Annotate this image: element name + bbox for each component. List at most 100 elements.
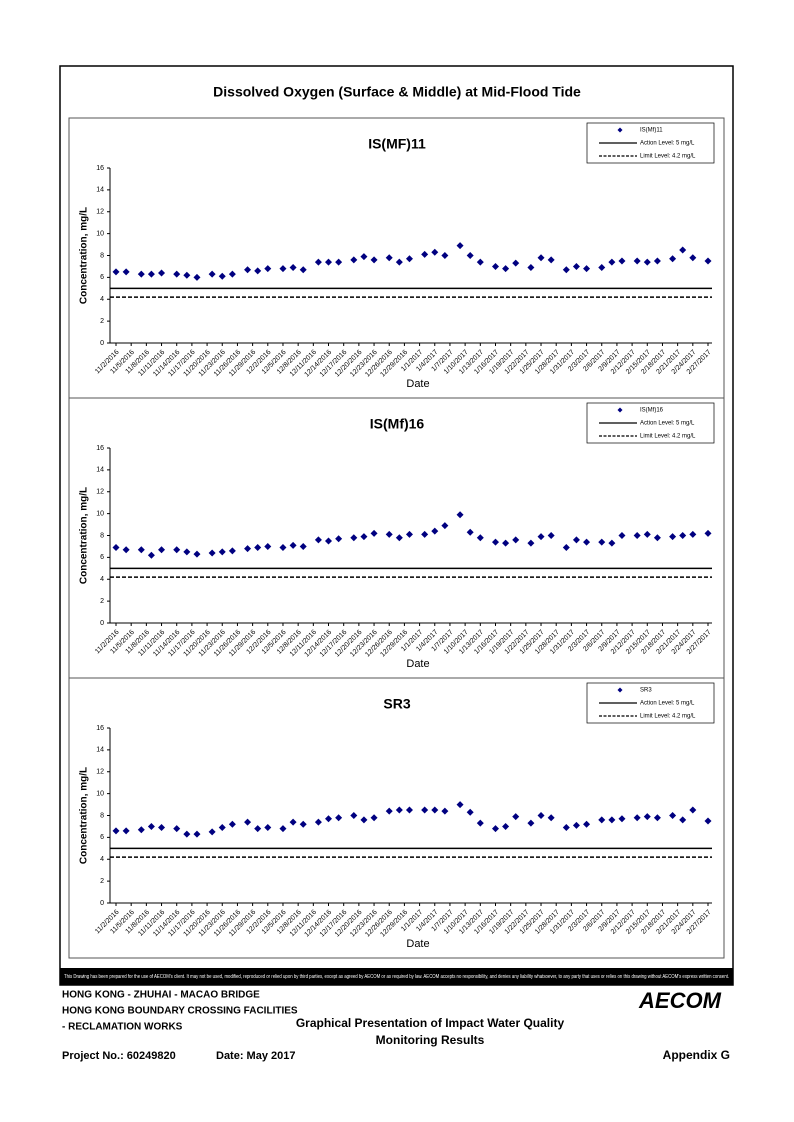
data-point	[314, 258, 322, 266]
data-point	[583, 538, 591, 546]
y-tick-label: 2	[100, 598, 104, 605]
y-tick-label: 16	[96, 725, 104, 732]
description: Graphical Presentation of Impact Water Q…	[296, 1016, 565, 1030]
data-point	[218, 824, 226, 832]
data-point	[653, 534, 661, 542]
document-title: Dissolved Oxygen (Surface & Middle) at M…	[213, 84, 581, 100]
data-point	[360, 253, 368, 261]
data-point	[537, 812, 545, 819]
data-point	[264, 265, 272, 273]
data-point	[643, 813, 651, 821]
x-axis-label: Date	[406, 658, 429, 670]
disclaimer: This Drawing has been prepared for the u…	[64, 974, 729, 980]
legend-label: Action Level: 5 mg/L	[640, 421, 695, 427]
data-point	[608, 816, 616, 824]
y-tick-label: 8	[100, 252, 104, 259]
data-point	[704, 257, 712, 265]
data-point	[421, 806, 429, 814]
data-point	[476, 258, 484, 266]
y-axis-label: Concentration, mg/L	[79, 487, 90, 584]
y-tick-label: 4	[100, 576, 104, 583]
data-point	[502, 265, 510, 273]
legend-label: Action Level: 5 mg/L	[640, 141, 695, 147]
data-point	[335, 535, 343, 543]
y-tick-label: 10	[96, 790, 104, 797]
data-point	[476, 819, 484, 827]
data-point	[679, 532, 687, 539]
y-tick-label: 12	[96, 769, 104, 776]
data-point	[289, 264, 297, 272]
data-point	[583, 265, 591, 273]
x-axis-label: Date	[406, 938, 429, 950]
data-point	[395, 806, 403, 814]
data-point	[395, 534, 403, 542]
data-point	[618, 257, 626, 265]
data-point	[441, 522, 449, 530]
y-tick-label: 6	[100, 274, 104, 281]
project-line: HONG KONG - ZHUHAI - MACAO BRIDGE	[62, 990, 260, 1001]
data-point	[653, 257, 661, 265]
data-point	[431, 806, 439, 814]
data-point	[547, 532, 555, 539]
data-point	[299, 266, 307, 274]
data-point	[456, 511, 464, 519]
data-point	[385, 807, 393, 815]
y-tick-label: 14	[96, 747, 104, 754]
data-point	[147, 822, 155, 830]
data-point	[547, 814, 555, 822]
data-point	[669, 812, 677, 819]
data-point	[158, 824, 166, 832]
y-tick-label: 14	[96, 187, 104, 194]
data-point	[208, 270, 216, 278]
data-point	[112, 268, 120, 276]
data-point	[608, 539, 616, 547]
legend-label: Limit Level: 4.2 mg/L	[640, 154, 696, 160]
data-point	[441, 252, 449, 259]
data-point	[572, 536, 580, 544]
data-point	[112, 544, 120, 552]
data-point	[441, 807, 449, 815]
data-point	[405, 530, 413, 538]
data-point	[608, 258, 616, 266]
data-point	[289, 818, 297, 826]
chart-title: SR3	[383, 696, 410, 712]
legend-label: Action Level: 5 mg/L	[640, 701, 695, 707]
appendix: Appendix G	[663, 1048, 730, 1062]
y-tick-label: 2	[100, 318, 104, 325]
data-point	[244, 818, 252, 826]
data-point	[466, 528, 474, 536]
data-point	[679, 816, 687, 824]
data-point	[218, 548, 226, 556]
data-point	[431, 527, 439, 535]
y-tick-label: 6	[100, 834, 104, 841]
data-point	[360, 533, 368, 541]
data-point	[254, 825, 262, 833]
data-point	[137, 270, 145, 278]
data-point	[491, 538, 499, 546]
data-point	[350, 534, 358, 542]
legend-marker	[617, 687, 623, 693]
y-tick-label: 12	[96, 489, 104, 496]
data-point	[562, 544, 570, 552]
data-point	[335, 258, 343, 266]
document-date: Date: May 2017	[216, 1050, 296, 1062]
data-point	[254, 267, 262, 275]
x-axis-label: Date	[406, 378, 429, 390]
y-tick-label: 12	[96, 209, 104, 216]
y-tick-label: 6	[100, 554, 104, 561]
data-point	[228, 547, 236, 555]
y-tick-label: 0	[100, 340, 104, 347]
data-point	[158, 546, 166, 554]
data-point	[279, 825, 287, 833]
data-point	[572, 821, 580, 829]
data-point	[325, 815, 333, 823]
data-point	[173, 825, 181, 833]
project-line: HONG KONG BOUNDARY CROSSING FACILITIES	[62, 1006, 298, 1017]
data-point	[527, 264, 535, 272]
data-point	[122, 546, 130, 554]
data-point	[547, 256, 555, 264]
data-point	[385, 530, 393, 538]
data-point	[466, 252, 474, 259]
data-point	[158, 269, 166, 277]
